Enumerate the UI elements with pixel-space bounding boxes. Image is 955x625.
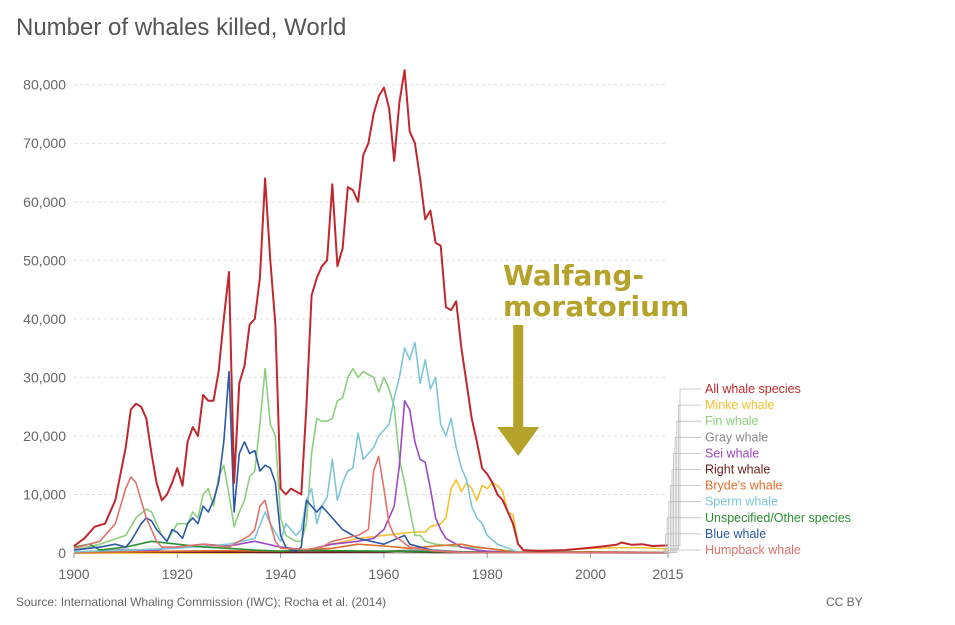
license-note: CC BY (826, 595, 863, 609)
legend-item: Minke whale (705, 398, 775, 412)
legend-connector (670, 436, 701, 553)
legend-item: Sei whale (705, 446, 759, 460)
y-tick-label: 20,000 (23, 428, 66, 444)
series-line-humpback-whale (73, 455, 668, 554)
moratorium-annotation: Walfang- moratorium (497, 259, 689, 456)
x-tick-label: 1980 (472, 566, 503, 582)
x-tick-label: 1900 (58, 566, 89, 582)
legend-connector (663, 549, 701, 554)
series-line-blue-whale (73, 370, 669, 554)
legend-connector (670, 404, 701, 550)
legend: All whale species Minke whale Fin whale Gra… (663, 382, 851, 557)
series-line-sei-whale (73, 400, 668, 554)
legend-item: Fin whale (705, 414, 759, 428)
annotation-line-2: moratorium (503, 290, 689, 323)
x-tick-label: 1960 (368, 566, 399, 582)
annotation-line-1: Walfang- (503, 259, 644, 292)
source-note: Source: International Whaling Commission… (16, 595, 387, 609)
gridlines (74, 84, 668, 495)
series-line-unspecified-other-species (73, 540, 669, 554)
y-tick-label: 30,000 (23, 369, 66, 385)
legend-connector (670, 452, 701, 553)
legend-connector (670, 469, 701, 554)
legend-item: Blue whale (705, 527, 766, 541)
arrow-shaft (513, 325, 524, 427)
x-tick-label: 2000 (575, 566, 606, 582)
legend-item: Humpback whale (705, 543, 801, 557)
y-tick-label: 60,000 (23, 194, 66, 210)
x-tick-label: 1920 (162, 566, 193, 582)
x-tick-label: 2015 (652, 566, 683, 582)
y-tick-label: 70,000 (23, 135, 66, 151)
x-tick-label: 1940 (265, 566, 296, 582)
y-tick-label: 10,000 (23, 486, 66, 502)
legend-connector (670, 420, 701, 553)
series-line-all-whale-species (73, 69, 669, 552)
y-tick-label: 40,000 (23, 311, 66, 327)
arrow-head (497, 427, 540, 456)
x-axis: 1900 1920 1940 1960 1980 2000 2015 (58, 552, 684, 582)
chart-title: Number of whales killed, World (16, 14, 347, 41)
legend-item: Sperm whale (705, 495, 778, 509)
legend-item: Gray whale (705, 430, 768, 444)
y-tick-label: 50,000 (23, 252, 66, 268)
legend-item: Unspecified/Other species (705, 511, 851, 525)
legend-item: All whale species (705, 382, 801, 396)
legend-connector (670, 388, 701, 546)
series-line-fin-whale (73, 367, 668, 554)
y-tick-label: 0 (58, 545, 66, 561)
series-lines (73, 69, 669, 554)
series-line-sperm-whale (73, 341, 668, 554)
y-tick-label: 80,000 (23, 77, 66, 93)
legend-item: Right whale (705, 463, 770, 477)
legend-connector (670, 485, 701, 553)
y-axis: 0 10,000 20,000 30,000 40,000 50,000 60,000 70,… (23, 77, 66, 561)
legend-item: Bryde's whale (705, 479, 782, 493)
